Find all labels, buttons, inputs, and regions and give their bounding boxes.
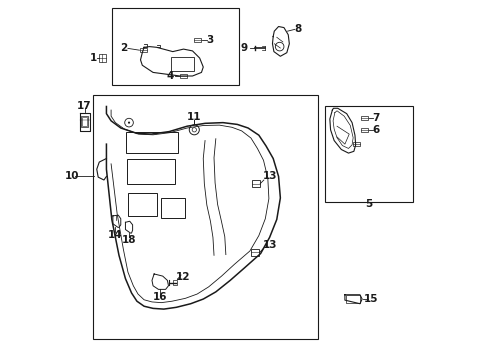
Bar bbox=[250, 249, 258, 256]
Bar bbox=[128, 193, 156, 216]
Bar bbox=[140, 48, 147, 52]
Bar bbox=[126, 159, 175, 184]
Text: 1: 1 bbox=[89, 53, 97, 63]
Bar bbox=[325, 107, 412, 202]
Text: 2: 2 bbox=[120, 44, 127, 53]
Text: 6: 6 bbox=[371, 125, 379, 135]
Text: 13: 13 bbox=[262, 240, 276, 250]
Text: 4: 4 bbox=[166, 71, 173, 81]
Circle shape bbox=[128, 122, 130, 124]
Bar bbox=[99, 54, 106, 62]
Bar bbox=[112, 8, 239, 85]
Bar bbox=[346, 296, 359, 303]
Bar bbox=[82, 117, 86, 126]
Text: 9: 9 bbox=[241, 43, 247, 53]
Text: 12: 12 bbox=[175, 272, 190, 282]
Text: 3: 3 bbox=[205, 35, 213, 45]
Text: 7: 7 bbox=[371, 113, 379, 123]
Bar bbox=[360, 128, 367, 132]
Bar bbox=[81, 116, 88, 127]
Bar bbox=[180, 74, 187, 78]
Bar bbox=[251, 180, 259, 187]
Bar bbox=[161, 198, 184, 218]
Bar bbox=[171, 57, 194, 71]
Text: 8: 8 bbox=[294, 24, 301, 35]
Text: 13: 13 bbox=[263, 171, 277, 181]
Text: 17: 17 bbox=[77, 101, 92, 111]
Bar bbox=[126, 132, 178, 153]
Text: 16: 16 bbox=[153, 292, 167, 302]
Text: 14: 14 bbox=[108, 230, 122, 239]
Bar bbox=[194, 38, 201, 42]
Text: 11: 11 bbox=[187, 112, 201, 122]
Bar bbox=[93, 95, 317, 338]
Bar bbox=[352, 142, 359, 146]
Text: 5: 5 bbox=[365, 199, 372, 210]
Text: 10: 10 bbox=[64, 171, 79, 181]
Bar bbox=[173, 280, 176, 285]
Bar bbox=[360, 116, 367, 121]
Text: 15: 15 bbox=[363, 294, 378, 304]
Text: 18: 18 bbox=[122, 235, 136, 245]
